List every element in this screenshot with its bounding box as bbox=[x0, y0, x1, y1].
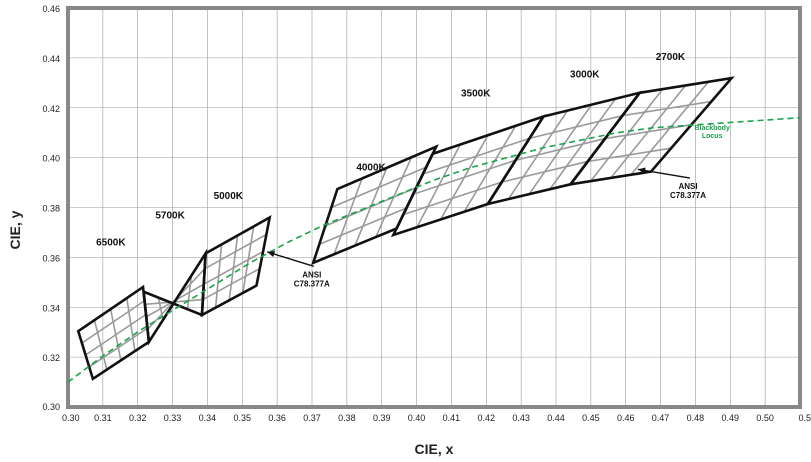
x-tick-label: 0.49 bbox=[722, 413, 740, 423]
y-tick-label: 0.44 bbox=[42, 54, 60, 64]
quadrangle-cell-line bbox=[587, 147, 672, 163]
x-tick-label: 0.46 bbox=[617, 413, 635, 423]
y-tick-label: 0.30 bbox=[42, 402, 60, 412]
x-tick-labels: 0.30 0.31 0.32 0.33 0.34 0.35 0.36 0.37 0.38 0.39… bbox=[62, 413, 811, 423]
annotation-label: ANSI bbox=[678, 182, 697, 191]
cct-label-4000K: 4000K bbox=[356, 162, 386, 173]
x-tick-label: 0.40 bbox=[408, 413, 426, 423]
x-tick-label: 0.47 bbox=[652, 413, 670, 423]
cct-labels: 6500K 5700K 5000K 4000K 3500K 3000K 2700K bbox=[96, 52, 686, 249]
quadrangle-cell-line bbox=[242, 226, 255, 294]
grid bbox=[68, 8, 800, 407]
annotation-arrow-line bbox=[637, 168, 691, 179]
x-tick-label: 0.5 bbox=[798, 413, 811, 423]
quadrangle-5700K bbox=[142, 248, 208, 346]
x-tick-label: 0.45 bbox=[582, 413, 600, 423]
cct-label-2700K: 2700K bbox=[656, 52, 686, 63]
x-axis-title: CIE, x bbox=[415, 441, 454, 457]
y-tick-label: 0.32 bbox=[42, 353, 60, 363]
quadrangle-cell-line bbox=[549, 98, 617, 190]
x-tick-label: 0.30 bbox=[62, 413, 80, 423]
quadrangle-cell-line bbox=[604, 124, 692, 140]
cct-label-3500K: 3500K bbox=[461, 89, 491, 100]
quadrangle-cell-line bbox=[630, 81, 710, 176]
x-tick-label: 0.36 bbox=[268, 413, 286, 423]
y-tick-label: 0.34 bbox=[42, 303, 60, 313]
y-tick-label: 0.42 bbox=[42, 104, 60, 114]
annotation-arrow-line bbox=[266, 251, 314, 267]
plot-frame bbox=[66, 6, 802, 409]
cct-label-3000K: 3000K bbox=[570, 69, 600, 80]
x-tick-label: 0.42 bbox=[478, 413, 496, 423]
quadrangle-cell-line bbox=[318, 207, 407, 246]
quadrangle-cell-line bbox=[81, 300, 145, 344]
quadrangle-cell-line bbox=[515, 137, 606, 162]
blackbody-locus-line bbox=[67, 116, 801, 383]
x-tick-label: 0.44 bbox=[547, 413, 565, 423]
annotation-arrowhead bbox=[637, 167, 646, 174]
x-tick-label: 0.37 bbox=[303, 413, 321, 423]
y-tick-labels: 0.30 0.32 0.34 0.36 0.38 0.40 0.42 0.44 0.46 bbox=[42, 4, 60, 412]
quadrangle-5000K bbox=[200, 214, 272, 318]
annotation-arrowhead bbox=[267, 251, 276, 258]
quadrangle-cell-line bbox=[85, 313, 147, 356]
x-tick-label: 0.33 bbox=[164, 413, 182, 423]
y-axis-title: CIE, y bbox=[7, 210, 23, 249]
x-tick-label: 0.34 bbox=[199, 413, 217, 423]
blackbody-locus-label: Locus bbox=[702, 133, 723, 140]
quadrangle-cell-line bbox=[202, 267, 261, 301]
plot-border bbox=[66, 6, 802, 409]
y-tick-label: 0.40 bbox=[42, 154, 60, 164]
quadrangle-cell-line bbox=[463, 125, 517, 213]
quadrangle-6500K bbox=[76, 284, 151, 381]
x-tick-label: 0.35 bbox=[234, 413, 252, 423]
cct-label-5000K: 5000K bbox=[214, 191, 244, 202]
x-tick-label: 0.43 bbox=[512, 413, 530, 423]
x-tick-label: 0.32 bbox=[129, 413, 147, 423]
y-tick-label: 0.38 bbox=[42, 204, 60, 214]
cct-label-5700K: 5700K bbox=[155, 211, 185, 222]
ansi-quadrangles bbox=[76, 76, 735, 381]
quadrangle-cell-line bbox=[501, 160, 588, 183]
x-tick-label: 0.41 bbox=[443, 413, 461, 423]
quadrangle-cell-line bbox=[186, 275, 193, 310]
x-tick-label: 0.39 bbox=[373, 413, 391, 423]
quadrangle-cell-line bbox=[402, 181, 502, 216]
y-tick-label: 0.36 bbox=[42, 253, 60, 263]
quadrangle-cell-line bbox=[203, 250, 264, 285]
quadrangle-cell-line bbox=[412, 159, 516, 196]
x-tick-label: 0.38 bbox=[338, 413, 356, 423]
x-tick-label: 0.50 bbox=[756, 413, 774, 423]
x-tick-label: 0.48 bbox=[687, 413, 705, 423]
annotation-label: C78.377A bbox=[670, 191, 706, 200]
annotation-label: C78.377A bbox=[294, 279, 330, 288]
y-tick-label: 0.46 bbox=[42, 4, 60, 14]
blackbody-locus-label: Blackbody bbox=[694, 125, 730, 132]
annotation-label: ANSI bbox=[302, 270, 321, 279]
quadrangle-cell-line bbox=[126, 297, 136, 352]
cct-label-6500K: 6500K bbox=[96, 238, 126, 249]
x-tick-label: 0.31 bbox=[94, 413, 112, 423]
